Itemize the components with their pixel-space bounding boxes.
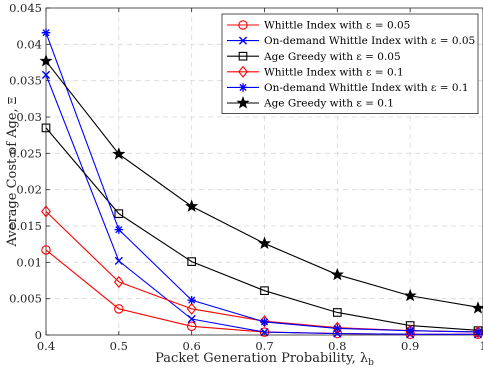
y-tick-label: 0.045 bbox=[9, 1, 42, 15]
data-point-asterisk bbox=[260, 317, 269, 327]
data-point-diamond bbox=[473, 326, 483, 339]
data-point-asterisk bbox=[41, 28, 51, 38]
y-tick-label: 0.035 bbox=[9, 74, 42, 88]
legend-entry: Whittle Index with ε = 0.05 bbox=[227, 20, 410, 32]
data-point-diamond bbox=[41, 205, 51, 218]
legend-entry: On-demand Whittle Index with ε = 0.1 bbox=[227, 82, 469, 94]
x-tick-label: 0.8 bbox=[328, 339, 346, 353]
data-point-asterisk bbox=[114, 225, 124, 234]
x-tick-label: 0.9 bbox=[401, 339, 419, 353]
y-tick-label: 0.015 bbox=[9, 219, 42, 233]
data-point-asterisk bbox=[473, 327, 483, 337]
legend-label: Age Greedy with ε = 0.05 bbox=[263, 51, 401, 63]
x-tick-label: 0.5 bbox=[110, 339, 128, 353]
data-point-asterisk bbox=[333, 324, 342, 333]
data-point-star bbox=[257, 236, 272, 249]
data-point-star bbox=[403, 288, 417, 302]
x-tick-label: 0.4 bbox=[37, 339, 55, 353]
data-point-star bbox=[112, 147, 126, 160]
x-axis-label-main: Packet Generation Probability, λ bbox=[155, 351, 368, 366]
data-point-x bbox=[114, 256, 123, 265]
data-point-star bbox=[236, 96, 250, 109]
legend-box bbox=[221, 13, 479, 114]
y-tick-label: 0.03 bbox=[16, 110, 42, 124]
x-axis-label: Packet Generation Probability, λb bbox=[155, 351, 374, 368]
legend-entry: Age Greedy with ε = 0.05 bbox=[227, 51, 401, 63]
data-point-square bbox=[332, 308, 342, 317]
legend-entry: Whittle Index with ε = 0.1 bbox=[227, 65, 404, 78]
data-point-circle bbox=[114, 304, 124, 314]
data-point-diamond bbox=[238, 65, 248, 78]
y-axis-label-main: Average Cost of Age, bbox=[5, 108, 20, 247]
data-point-star bbox=[330, 267, 344, 281]
data-point-asterisk bbox=[187, 295, 196, 305]
data-point-circle bbox=[238, 20, 248, 30]
y-tick-label: 0.04 bbox=[16, 37, 42, 51]
x-tick-label: 0.6 bbox=[183, 339, 201, 353]
legend-label: On-demand Whittle Index with ε = 0.1 bbox=[264, 82, 469, 94]
data-point-x bbox=[260, 327, 269, 337]
data-point-diamond bbox=[186, 302, 197, 315]
data-point-square bbox=[114, 209, 124, 218]
data-point-diamond bbox=[405, 324, 416, 337]
legend-entry: Age Greedy with ε = 0.1 bbox=[227, 96, 394, 110]
legend-label: Whittle Index with ε = 0.05 bbox=[264, 20, 410, 32]
data-point-asterisk bbox=[238, 83, 248, 92]
legend: Whittle Index with ε = 0.05 On-demand Whi… bbox=[221, 13, 479, 114]
data-point-star bbox=[39, 54, 53, 67]
y-axis-label: Average Cost of Age, Ξ bbox=[5, 96, 20, 247]
x-tick-label: 0.7 bbox=[255, 339, 273, 353]
x-tick-label: 1 bbox=[479, 339, 483, 353]
legend-label: On-demand Whittle Index with ε = 0.05 bbox=[264, 35, 475, 47]
data-point-x bbox=[41, 70, 51, 79]
data-point-square bbox=[238, 51, 248, 61]
data-point-circle bbox=[41, 245, 51, 255]
data-point-star bbox=[185, 199, 199, 212]
data-point-star bbox=[471, 301, 483, 314]
data-point-diamond bbox=[113, 275, 124, 289]
legend-label: Age Greedy with ε = 0.1 bbox=[263, 98, 394, 110]
data-point-square bbox=[41, 123, 51, 133]
data-point-square bbox=[260, 286, 269, 296]
y-tick-label: 0.005 bbox=[9, 292, 42, 306]
y-axis-label-symbol: Ξ bbox=[6, 96, 19, 104]
data-point-square bbox=[187, 257, 197, 266]
legend-label: Whittle Index with ε = 0.1 bbox=[264, 66, 404, 78]
y-tick-label: 0 bbox=[35, 328, 42, 342]
y-tick-label: 0.01 bbox=[16, 255, 42, 269]
series-square-2 bbox=[41, 123, 483, 335]
y-tick-label: 0.025 bbox=[9, 146, 42, 160]
series-star-5 bbox=[39, 54, 483, 314]
data-point-asterisk bbox=[405, 326, 415, 335]
data-point-circle bbox=[186, 321, 197, 332]
data-point-x bbox=[187, 314, 196, 324]
x-axis-label-subscript: b bbox=[368, 358, 374, 368]
y-tick-label: 0.02 bbox=[16, 183, 42, 197]
axis-ticks: 0.4 0.5 0.6 0.7 0.8 0.9 1 0 0.005 0.01 0.015 0.02 0.… bbox=[9, 1, 483, 353]
series-asterisk-4 bbox=[41, 28, 483, 337]
data-point-x bbox=[238, 36, 248, 45]
legend-entry: On-demand Whittle Index with ε = 0.05 bbox=[227, 35, 475, 47]
series-group bbox=[39, 28, 483, 340]
